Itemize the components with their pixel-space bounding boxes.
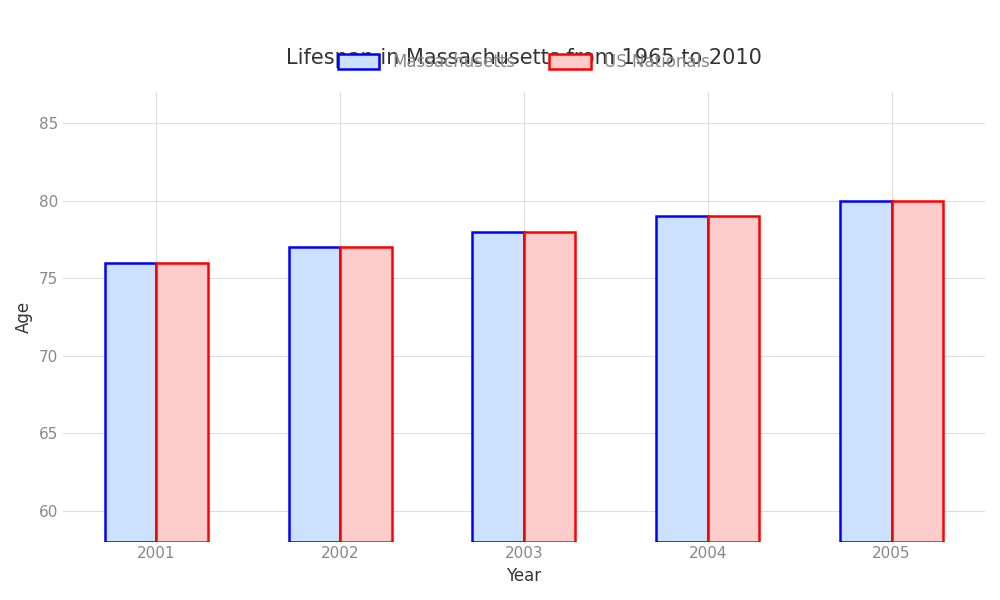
- Bar: [524, 232, 575, 542]
- Bar: [472, 232, 524, 542]
- Bar: [892, 200, 943, 542]
- Legend: Massachusetts, US Nationals: Massachusetts, US Nationals: [331, 47, 717, 78]
- Title: Lifespan in Massachusetts from 1965 to 2010: Lifespan in Massachusetts from 1965 to 2…: [286, 49, 762, 68]
- Bar: [840, 200, 892, 542]
- Y-axis label: Age: Age: [15, 301, 33, 333]
- Bar: [156, 263, 208, 542]
- Bar: [105, 263, 156, 542]
- X-axis label: Year: Year: [506, 567, 541, 585]
- Bar: [289, 247, 340, 542]
- Bar: [708, 216, 759, 542]
- Bar: [656, 216, 708, 542]
- Bar: [340, 247, 392, 542]
